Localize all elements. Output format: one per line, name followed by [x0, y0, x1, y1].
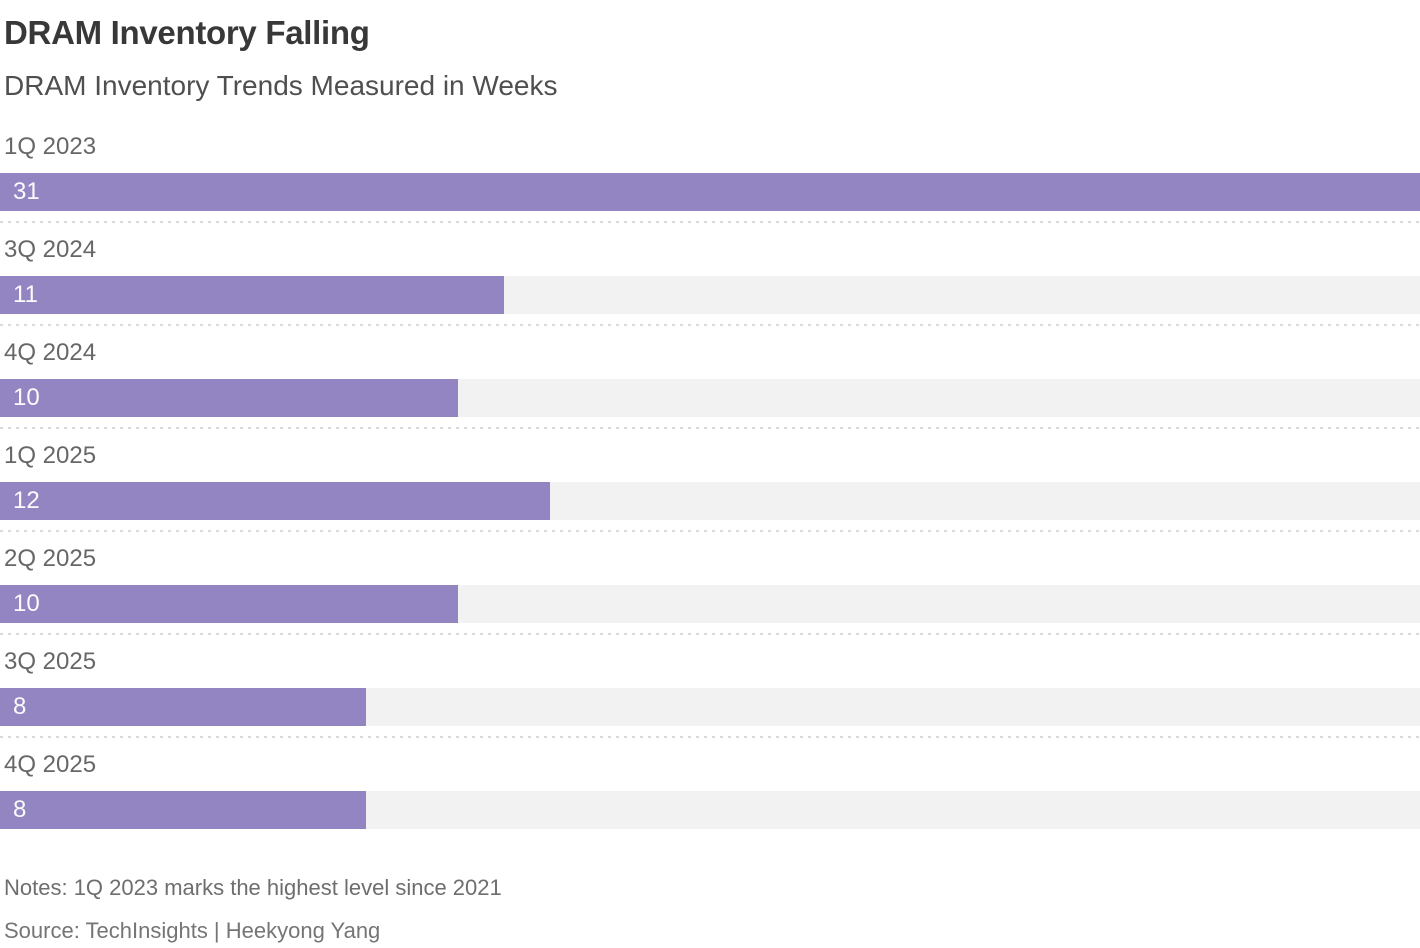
value-label: 10: [13, 383, 40, 411]
value-label: 12: [13, 486, 40, 514]
bar-track: 8: [0, 687, 1420, 726]
chart-notes: Notes: 1Q 2023 marks the highest level s…: [4, 874, 502, 900]
bar-fill: [0, 378, 459, 417]
bar-fill: [0, 790, 367, 829]
chart-footer: Notes: 1Q 2023 marks the highest level s…: [0, 875, 1420, 945]
category-label: 1Q 2025: [4, 441, 97, 469]
bar-track: 12: [0, 481, 1420, 520]
value-label: 31: [13, 177, 40, 205]
category-label: 2Q 2025: [4, 544, 97, 572]
row-separator: [0, 323, 1420, 326]
value-label: 8: [13, 795, 27, 823]
value-label: 8: [13, 692, 27, 720]
bar-chart: 1Q 2023 31 3Q 2024 11 4Q 2024 10 1Q: [0, 133, 1420, 829]
chart-title: DRAM Inventory Falling: [4, 14, 370, 51]
category-label: 4Q 2025: [4, 750, 97, 778]
bar-track: 10: [0, 378, 1420, 417]
value-label: 10: [13, 589, 40, 617]
row-separator: [0, 426, 1420, 429]
chart-row: 4Q 2024 10: [0, 339, 1420, 429]
category-label: 3Q 2025: [4, 647, 97, 675]
bar-fill: [0, 481, 550, 520]
row-separator: [0, 529, 1420, 532]
bar-fill: [0, 275, 504, 314]
chart-row: 4Q 2025 8: [0, 751, 1420, 829]
bar-fill: [0, 584, 459, 623]
category-label: 4Q 2024: [4, 338, 97, 366]
row-separator: [0, 632, 1420, 635]
value-label: 11: [13, 280, 38, 308]
category-label: 3Q 2024: [4, 235, 97, 263]
chart-row: 3Q 2024 11: [0, 236, 1420, 326]
chart-subtitle: DRAM Inventory Trends Measured in Weeks: [4, 70, 558, 102]
chart-row: 1Q 2025 12: [0, 442, 1420, 532]
bar-track: 8: [0, 790, 1420, 829]
bar-track: 31: [0, 172, 1420, 211]
bar-fill: [0, 687, 367, 726]
bar-fill: [0, 172, 1420, 211]
chart-row: 1Q 2023 31: [0, 133, 1420, 223]
chart-source: Source: TechInsights | Heekyong Yang: [4, 918, 381, 944]
bar-track: 10: [0, 584, 1420, 623]
row-separator: [0, 735, 1420, 738]
chart-row: 3Q 2025 8: [0, 648, 1420, 738]
bar-track: 11: [0, 275, 1420, 314]
chart-row: 2Q 2025 10: [0, 545, 1420, 635]
row-separator: [0, 220, 1420, 223]
category-label: 1Q 2023: [4, 132, 97, 160]
